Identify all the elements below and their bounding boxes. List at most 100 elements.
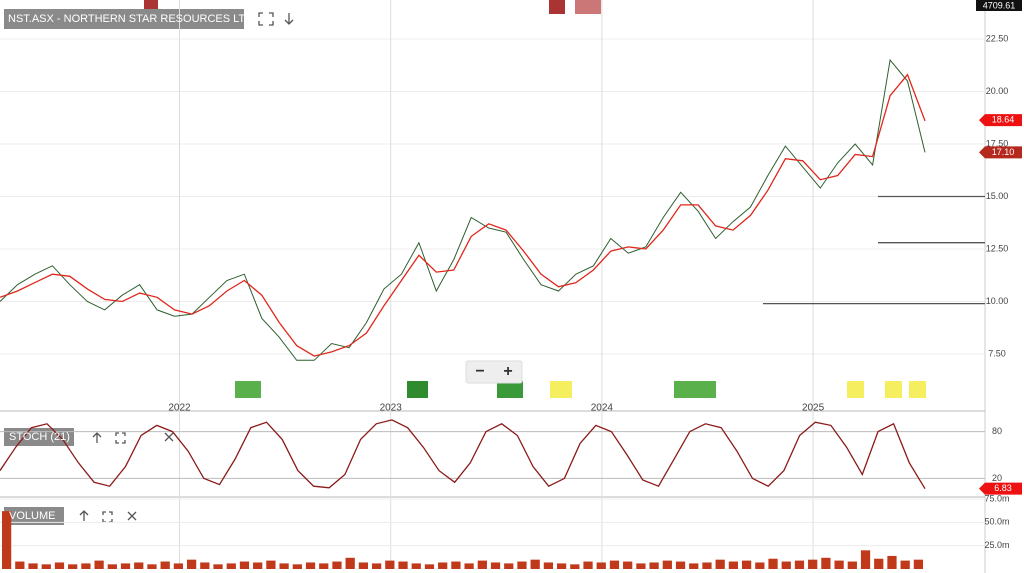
stoch-icons [92, 432, 174, 444]
volume-bar [398, 561, 408, 569]
zoom-out-button[interactable]: − [475, 363, 484, 380]
y-tick-label: 50.0m [984, 517, 1009, 527]
volume-bar [781, 561, 791, 569]
move-up-icon[interactable] [92, 432, 102, 443]
volume-bar [794, 560, 805, 569]
volume-bar [504, 563, 514, 569]
volume-bar [808, 559, 818, 569]
event-badges [144, 0, 926, 398]
volume-bar [160, 561, 170, 569]
volume-bar [424, 564, 435, 569]
volume-bar [874, 558, 884, 569]
price-tag-label: 17.10 [992, 147, 1015, 157]
price-tag [979, 114, 1022, 127]
volume-bar [675, 561, 686, 569]
volume-bar [860, 550, 871, 569]
volume-bar [319, 563, 329, 569]
badge [549, 0, 565, 14]
x-tick-label: 2023 [380, 403, 403, 414]
x-tick-label: 2024 [591, 403, 614, 414]
series-line [0, 73, 926, 357]
fullscreen-icon[interactable] [115, 432, 126, 444]
title-icons [258, 12, 294, 26]
chart-title: NST.ASX - NORTHERN STAR RESOURCES LTD [8, 13, 253, 25]
volume-bar [887, 555, 897, 569]
badge [885, 381, 902, 398]
price-tag-label: 18.64 [992, 114, 1015, 124]
price-tag-label: 6.83 [994, 483, 1012, 493]
volume-bar [134, 562, 144, 569]
volume-bar [28, 563, 38, 569]
move-up-icon[interactable] [79, 510, 89, 521]
volume-bar [821, 557, 831, 569]
y-tick-label: 80 [992, 426, 1002, 436]
y-tick-label: 15.00 [986, 191, 1009, 201]
badge [909, 381, 926, 398]
fullscreen-icon[interactable] [102, 511, 113, 523]
price-tag [979, 146, 1022, 159]
volume-bar [305, 562, 316, 569]
fullscreen-icon[interactable] [258, 12, 274, 26]
volume-bar [913, 559, 924, 569]
volume-bar [253, 562, 263, 569]
volume-bar [266, 560, 276, 569]
volume-bar [332, 561, 342, 569]
badge [674, 381, 716, 398]
volume-bar [715, 559, 725, 569]
volume-bar [54, 562, 65, 569]
badge [847, 381, 864, 398]
volume-bar [900, 560, 910, 569]
close-icon[interactable] [127, 511, 137, 521]
volume-bar [345, 557, 355, 569]
panel-label: VOLUME [9, 510, 55, 522]
volume-bar [728, 561, 739, 569]
zoom-controls [465, 360, 523, 384]
volume-bar [147, 564, 157, 569]
badge [497, 381, 523, 398]
y-tick-label: 7.50 [988, 348, 1006, 358]
series-line [0, 58, 926, 361]
volume-bar [689, 563, 699, 569]
volume-bar [200, 562, 210, 569]
volume-bar [556, 563, 567, 569]
y-tick-label: 10.00 [986, 296, 1009, 306]
badge [575, 0, 601, 14]
title-badge [4, 9, 244, 29]
header-value: 4709.61 [983, 0, 1016, 10]
volume-bar [371, 563, 382, 569]
volume-bar [609, 560, 620, 569]
volume-bar [490, 562, 501, 569]
series-line [0, 419, 926, 490]
badge [235, 381, 261, 398]
volume-bar [570, 564, 580, 569]
y-tick-label: 17.50 [986, 138, 1009, 148]
volume-bar [623, 561, 633, 569]
volume-bar [120, 563, 131, 569]
volume-bar [477, 560, 487, 569]
download-icon[interactable] [284, 13, 294, 25]
price-tag [979, 482, 1022, 495]
close-icon[interactable] [164, 432, 174, 442]
volume-bar [596, 562, 606, 569]
volume-bar [702, 562, 712, 569]
volume-bar [358, 562, 369, 569]
zoom-in-button[interactable]: + [503, 363, 512, 380]
volume-bar [279, 563, 289, 569]
badge [407, 381, 428, 398]
volume-bar [81, 563, 91, 569]
volume-bar [755, 562, 765, 569]
volume-bar [464, 563, 474, 569]
volume-bar [451, 561, 461, 569]
y-tick-label: 20.00 [986, 86, 1009, 96]
y-tick-label: 22.50 [986, 33, 1009, 43]
volume-bar [385, 560, 395, 569]
volume-bar [68, 564, 78, 569]
volume-bar [834, 560, 844, 569]
volume-bar [543, 562, 554, 569]
volume-bar [239, 561, 250, 569]
volume-bar [41, 564, 51, 569]
volume-bar [530, 559, 540, 569]
volume-bar [15, 561, 25, 569]
